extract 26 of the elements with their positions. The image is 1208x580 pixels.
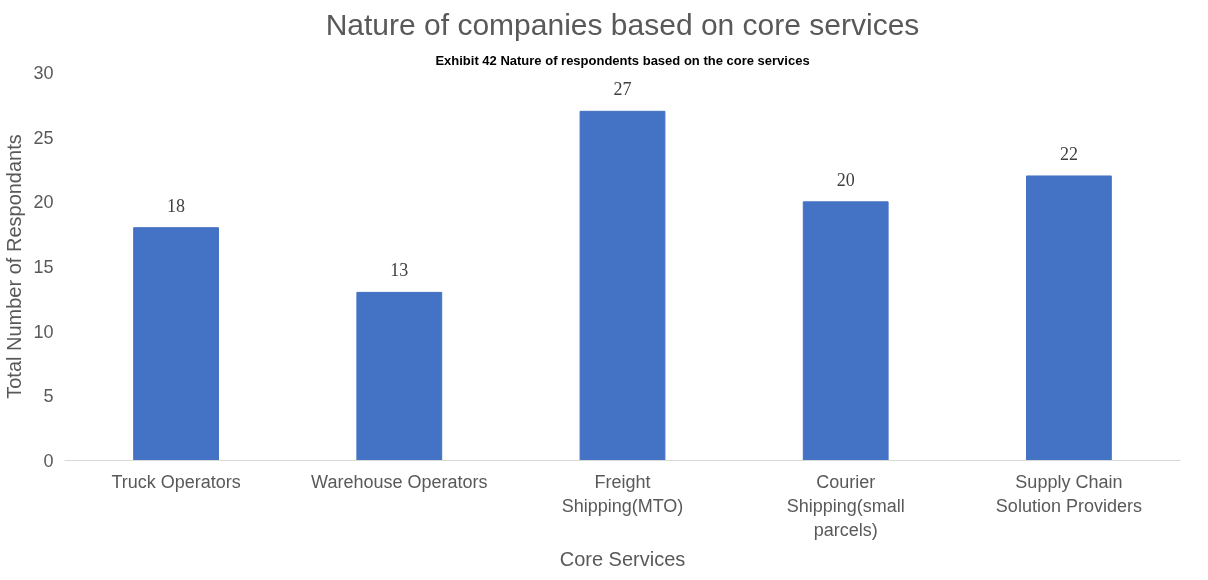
y-tick-label: 15 — [33, 257, 54, 277]
x-tick-label: Courier Shipping(small parcels) — [786, 471, 905, 540]
text: Exhibit 42 Nature of respondents based on the core services — [435, 52, 810, 68]
chart-title: Nature of companies based on core services — [325, 7, 920, 41]
y-axis-title: Total Number of Respondants — [3, 134, 26, 399]
bar — [579, 110, 666, 461]
bar — [133, 227, 220, 461]
y-tick-label: 25 — [33, 127, 54, 148]
y-tick-label: 30 — [33, 63, 54, 83]
data-label: 22 — [1059, 143, 1078, 164]
bar — [1025, 175, 1112, 461]
y-tick-label: 0 — [43, 451, 54, 471]
x-tick-label: Freight Shipping(MTO) — [561, 471, 684, 516]
x-tick-label: Warehouse Operators — [311, 471, 488, 492]
x-tick-label: Supply Chain Solution Providers — [995, 471, 1142, 516]
data-label: 13 — [390, 260, 409, 281]
y-tick-label: 5 — [43, 386, 54, 407]
data-label: 18 — [167, 195, 186, 216]
data-label: 20 — [836, 169, 855, 190]
x-axis-title: Core Services — [559, 547, 686, 570]
y-tick-label: 20 — [33, 192, 54, 213]
bar — [802, 201, 889, 461]
y-tick-label: 10 — [33, 321, 54, 342]
data-label: 27 — [613, 79, 632, 100]
bar — [356, 291, 443, 461]
x-tick-label: Truck Operators — [111, 471, 241, 492]
